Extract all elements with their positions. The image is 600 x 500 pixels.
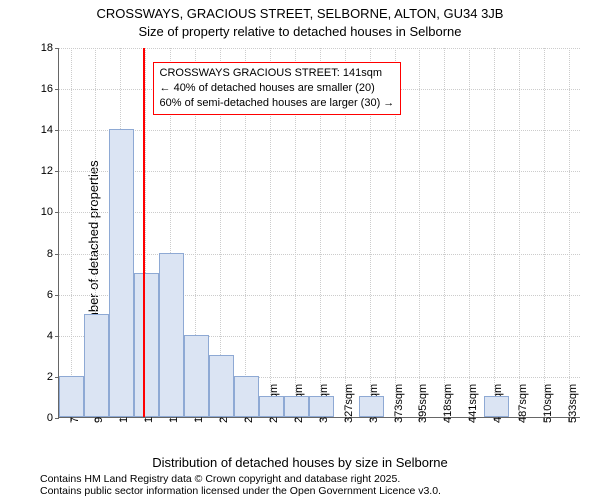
x-tick-label: 327sqm xyxy=(343,384,355,423)
histogram-bar xyxy=(359,396,384,417)
gridline-v xyxy=(444,48,445,417)
annotation-box: CROSSWAYS GRACIOUS STREET: 141sqm← 40% o… xyxy=(153,62,402,115)
y-tick-label: 6 xyxy=(47,289,53,301)
x-tick-label: 487sqm xyxy=(517,384,529,423)
x-tick-label: 441sqm xyxy=(467,384,479,423)
gridline-v xyxy=(419,48,420,417)
annotation-line-1: CROSSWAYS GRACIOUS STREET: 141sqm xyxy=(160,66,395,81)
x-tick-label: 510sqm xyxy=(542,384,554,423)
histogram-bar xyxy=(234,376,259,417)
histogram-chart: CROSSWAYS, GRACIOUS STREET, SELBORNE, AL… xyxy=(0,0,600,500)
y-tick-label: 2 xyxy=(47,371,53,383)
y-tick-label: 12 xyxy=(41,165,53,177)
histogram-bar xyxy=(134,273,159,417)
x-tick-label: 373sqm xyxy=(393,384,405,423)
attribution-text: Contains HM Land Registry data © Crown c… xyxy=(40,473,600,498)
y-tick-label: 18 xyxy=(41,42,53,54)
y-tick-label: 14 xyxy=(41,124,53,136)
y-tick-label: 8 xyxy=(47,248,53,260)
y-tick-label: 10 xyxy=(41,206,53,218)
histogram-bar xyxy=(59,376,84,417)
attribution-line-1: Contains HM Land Registry data © Crown c… xyxy=(40,473,600,486)
annotation-line-2: ← 40% of detached houses are smaller (20… xyxy=(160,81,395,96)
attribution-line-2: Contains public sector information licen… xyxy=(40,485,600,498)
histogram-bar xyxy=(209,355,234,417)
histogram-bar xyxy=(84,314,109,417)
histogram-bar xyxy=(484,396,509,417)
x-axis-label: Distribution of detached houses by size … xyxy=(0,455,600,470)
y-tick-label: 4 xyxy=(47,330,53,342)
gridline-v xyxy=(519,48,520,417)
reference-line xyxy=(143,48,145,417)
x-tick-label: 395sqm xyxy=(417,384,429,423)
y-tick-label: 16 xyxy=(41,83,53,95)
histogram-bar xyxy=(109,129,134,417)
gridline-v xyxy=(494,48,495,417)
histogram-bar xyxy=(184,335,209,417)
chart-subtitle: Size of property relative to detached ho… xyxy=(0,24,600,39)
gridline-v xyxy=(569,48,570,417)
histogram-bar xyxy=(284,396,309,417)
histogram-bar xyxy=(159,253,184,417)
histogram-bar xyxy=(259,396,284,417)
plot-area: 02468101214161875sqm97sqm120sqm143sqm166… xyxy=(58,48,580,418)
x-tick-label: 418sqm xyxy=(442,384,454,423)
gridline-v xyxy=(544,48,545,417)
x-tick-label: 533sqm xyxy=(567,384,579,423)
annotation-line-3: 60% of semi-detached houses are larger (… xyxy=(160,96,395,111)
gridline-v xyxy=(71,48,72,417)
histogram-bar xyxy=(309,396,334,417)
y-tick-label: 0 xyxy=(47,412,53,424)
chart-title: CROSSWAYS, GRACIOUS STREET, SELBORNE, AL… xyxy=(0,6,600,21)
gridline-v xyxy=(469,48,470,417)
